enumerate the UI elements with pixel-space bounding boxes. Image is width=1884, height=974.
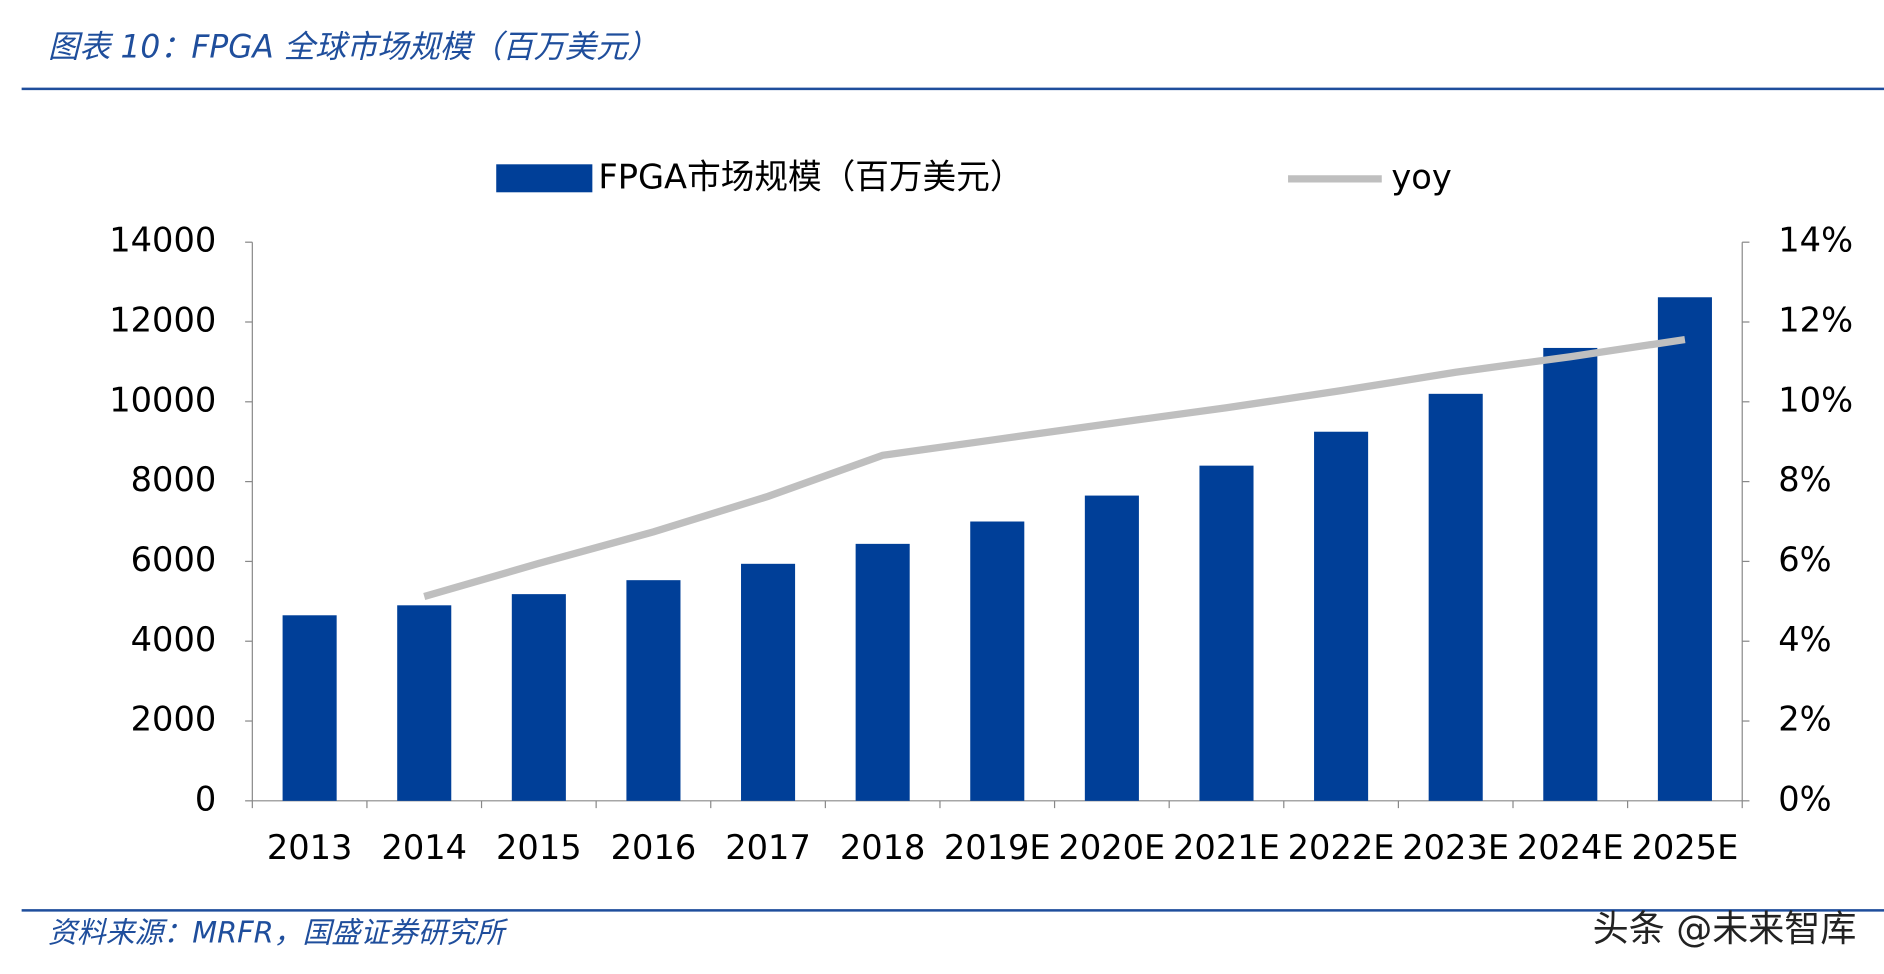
y-tick-label: 2000 [131, 699, 217, 738]
y-tick-label: 4000 [131, 620, 217, 659]
y2-tick-label: 2% [1778, 699, 1831, 738]
line [423, 335, 1686, 601]
bar [397, 605, 452, 801]
bar [970, 521, 1025, 801]
title: 图表 10：FPGA 全球市场规模（百万美元） [48, 30, 659, 66]
x-tick-label: 2023E [1402, 828, 1509, 867]
x-tick-label: 2013 [267, 828, 353, 867]
y-tick-label: 14000 [109, 221, 216, 260]
x-tick-label: 2019E [944, 828, 1051, 867]
y2-tick-label: 10% [1778, 380, 1853, 419]
x-tick-label: 2015 [496, 828, 582, 867]
y-tick-label: 6000 [131, 540, 217, 579]
bar [626, 580, 681, 801]
bar [1084, 495, 1139, 801]
source: 资料来源：MRFR，国盛证券研究所 [48, 916, 508, 950]
legend-label: yoy [1391, 157, 1451, 196]
bar [1428, 393, 1483, 801]
bar [1314, 431, 1369, 801]
y2-tick-label: 4% [1778, 620, 1831, 659]
bar [1657, 297, 1712, 801]
y2-tick-label: 8% [1778, 460, 1831, 499]
x-tick-label: 2018 [840, 828, 926, 867]
x-tick-label: 2024E [1517, 828, 1624, 867]
bar [1543, 347, 1598, 801]
legend-swatch [496, 164, 593, 193]
x-tick-label: 2022E [1288, 828, 1395, 867]
x-tick-label: 2017 [725, 828, 811, 867]
y-tick-label: 8000 [131, 460, 217, 499]
x-tick-label: 2025E [1631, 828, 1738, 867]
bar [741, 563, 796, 801]
y-tick-label: 12000 [109, 300, 216, 339]
x-tick-label: 2016 [611, 828, 697, 867]
bar [511, 594, 566, 801]
bar [855, 543, 910, 801]
y2-tick-label: 14% [1778, 221, 1853, 260]
legend-label: FPGA市场规模（百万美元） [598, 157, 1023, 196]
bar [1199, 465, 1254, 801]
bar [282, 615, 337, 801]
x-tick-label: 2021E [1173, 828, 1280, 867]
y2-tick-label: 0% [1778, 779, 1831, 818]
y-tick-label: 0 [195, 779, 216, 818]
x-tick-label: 2014 [381, 828, 467, 867]
y2-tick-label: 6% [1778, 540, 1831, 579]
watermark: 头条 @未来智库 [1593, 907, 1857, 950]
y-tick-label: 10000 [109, 380, 216, 419]
y2-tick-label: 12% [1778, 300, 1853, 339]
x-tick-label: 2020E [1058, 828, 1165, 867]
